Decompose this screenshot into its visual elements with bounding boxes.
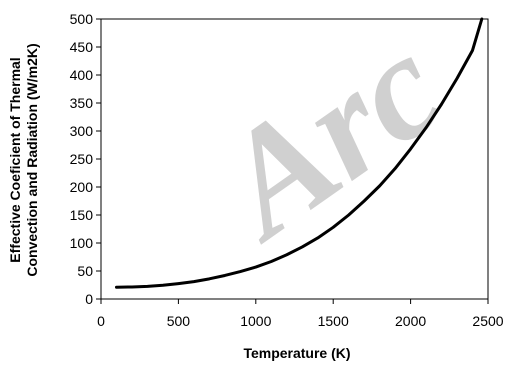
y-axis-title-line-2: Convection and Radiation (W/m2K) [24,43,40,276]
x-tick-label-1500: 1500 [318,313,349,329]
y-tick-label-200: 200 [70,179,94,195]
y-axis-title-line-1: Effective Coeficient of Thermal [7,57,23,262]
x-axis-title: Temperature (K) [243,345,350,361]
y-tick-label-100: 100 [70,235,94,251]
x-tick-label-500: 500 [167,313,191,329]
y-tick-label-400: 400 [70,67,94,83]
y-tick-label-150: 150 [70,207,94,223]
y-tick-label-250: 250 [70,151,94,167]
y-tick-label-50: 50 [77,263,93,279]
plot-area: 0 50 100 150 200 250 300 350 400 450 500 0 500 1000 15… [70,11,504,329]
x-tick-label-2000: 2000 [395,313,426,329]
y-tick-label-500: 500 [70,11,94,27]
y-tick-label-300: 300 [70,123,94,139]
y-tick-label-350: 350 [70,95,94,111]
x-tick-label-2500: 2500 [472,313,503,329]
series-line-0 [114,17,484,289]
y-tick-label-450: 450 [70,39,94,55]
x-tick-label-1000: 1000 [240,313,271,329]
y-tick-label-0: 0 [85,291,93,307]
x-tick-label-0: 0 [97,313,105,329]
